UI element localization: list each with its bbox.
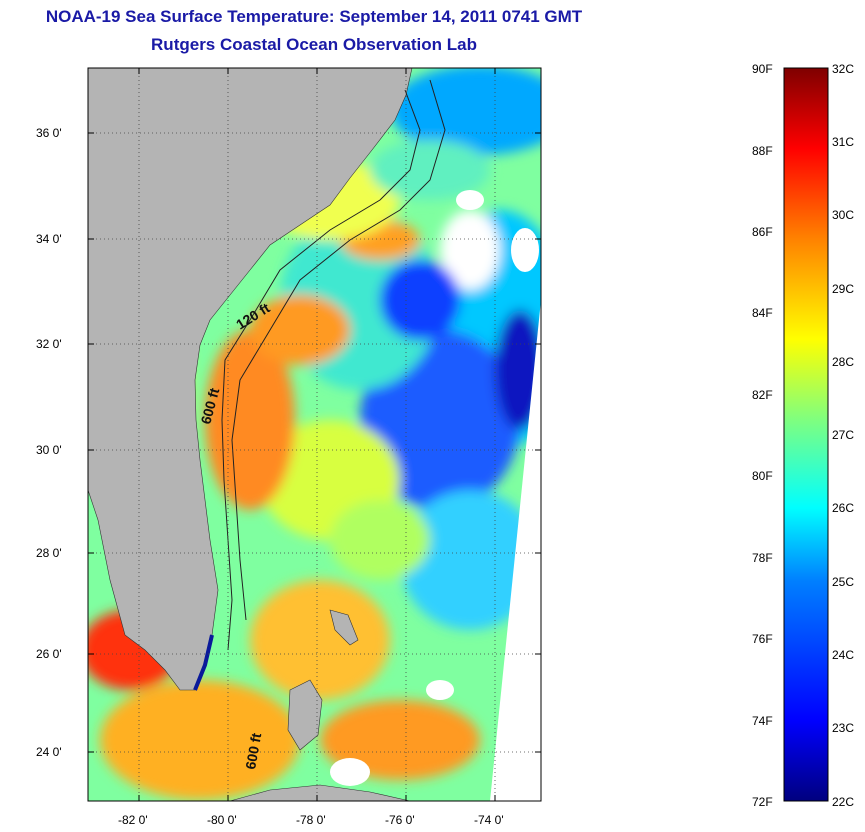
cb-c-26: 26C [832,501,854,515]
cb-c-22: 22C [832,795,854,809]
land-bahamas-andros [287,679,323,751]
contour-label-600ft-south: 600 ft [242,731,264,770]
contour-600ft [231,79,446,621]
cb-f-88: 88F [752,144,773,158]
colorbar-fahrenheit-labels: 90F 88F 86F 84F 82F 80F 78F 76F 74F 72F [752,62,773,809]
lat-label-26: 26 0' [36,647,62,661]
lon-label-78: -78 0' [296,813,326,827]
lat-ticks [88,132,541,753]
cb-f-80: 80F [752,469,773,483]
cb-f-74: 74F [752,714,773,728]
cb-c-29: 29C [832,282,854,296]
lon-ticks [138,68,496,801]
cb-f-72: 72F [752,795,773,809]
lon-label-82: -82 0' [118,813,148,827]
coastal-cold-band [193,634,214,691]
cb-c-30: 30C [832,208,854,222]
cb-c-25: 25C [832,575,854,589]
colorbar: 90F 88F 86F 84F 82F 80F 78F 76F 74F 72F … [752,62,854,809]
colorbar-gradient [783,67,829,802]
cb-f-82: 82F [752,388,773,402]
lat-label-36: 36 0' [36,126,62,140]
map-panel: 120 ft 600 ft 600 ft [88,68,541,801]
lat-labels: 24 0' 26 0' 28 0' 30 0' 32 0' 34 0' 36 0… [36,126,62,759]
lat-label-24: 24 0' [36,745,62,759]
map-frame [87,67,542,802]
cb-f-84: 84F [752,306,773,320]
cb-c-23: 23C [832,721,854,735]
land-cuba [229,784,411,801]
lon-labels: -82 0' -80 0' -78 0' -76 0' -74 0' [118,813,504,827]
lat-label-28: 28 0' [36,546,62,560]
cb-f-78: 78F [752,551,773,565]
lat-label-32: 32 0' [36,337,62,351]
lat-label-34: 34 0' [36,232,62,246]
cb-c-24: 24C [832,648,854,662]
cb-f-76: 76F [752,632,773,646]
lon-label-74: -74 0' [474,813,504,827]
lat-label-30: 30 0' [36,443,62,457]
land-us-coast [88,68,413,691]
cb-c-31: 31C [832,135,854,149]
map-title: NOAA-19 Sea Surface Temperature: Septemb… [45,7,583,26]
map-subtitle: Rutgers Coastal Ocean Observation Lab [151,35,477,54]
cb-c-27: 27C [832,428,854,442]
colorbar-celsius-labels: 32C 31C 30C 29C 28C 27C 26C 25C 24C 23C … [832,62,854,809]
cb-c-28: 28C [832,355,854,369]
cb-f-90: 90F [752,62,773,76]
cloud-patches [330,190,539,786]
lon-label-76: -76 0' [385,813,415,827]
land-bahamas-abaco [329,609,359,646]
cb-f-86: 86F [752,225,773,239]
no-data-region [490,300,541,801]
lon-label-80: -80 0' [207,813,237,827]
cb-c-32: 32C [832,62,854,76]
